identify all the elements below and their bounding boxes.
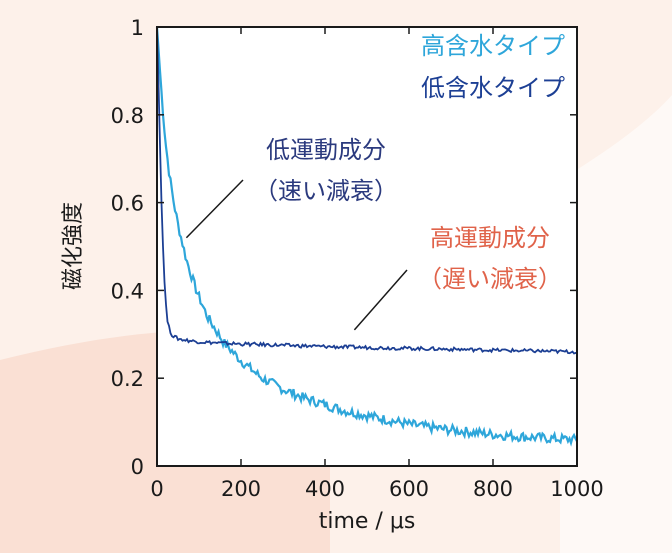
plot-frame xyxy=(156,26,578,467)
y-tick-label: 0.4 xyxy=(111,279,144,303)
x-tick-label: 0 xyxy=(150,477,163,501)
y-tick-label: 0.8 xyxy=(111,104,144,128)
x-axis-label: time / μs xyxy=(319,509,416,534)
x-tick-label: 400 xyxy=(305,477,345,501)
annotation-pointer-line xyxy=(185,179,244,239)
plot-area xyxy=(157,27,577,466)
y-tick-label: 0 xyxy=(131,455,144,479)
x-tick-label: 200 xyxy=(221,477,261,501)
y-tick-label: 1 xyxy=(131,16,144,40)
legend-entry-low-water: 低含水タイプ xyxy=(421,74,565,102)
x-tick-label: 1000 xyxy=(550,477,603,501)
annotation-title: 低運動成分 xyxy=(266,136,386,164)
annotation-subtitle: （遅い減衰） xyxy=(418,265,562,293)
series-line-2 xyxy=(156,26,578,355)
y-axis-label: 磁化強度 xyxy=(61,202,86,290)
y-tick-label: 0.6 xyxy=(111,192,144,216)
y-tick-label: 0.2 xyxy=(111,367,144,391)
legend-entry-high-water: 高含水タイプ xyxy=(421,32,565,60)
x-tick-label: 600 xyxy=(389,477,429,501)
annotation-pointer-line xyxy=(353,269,408,331)
annotation-subtitle: （速い減衰） xyxy=(254,177,398,205)
x-tick-label: 800 xyxy=(473,477,513,501)
annotation-title: 高運動成分 xyxy=(430,224,550,252)
